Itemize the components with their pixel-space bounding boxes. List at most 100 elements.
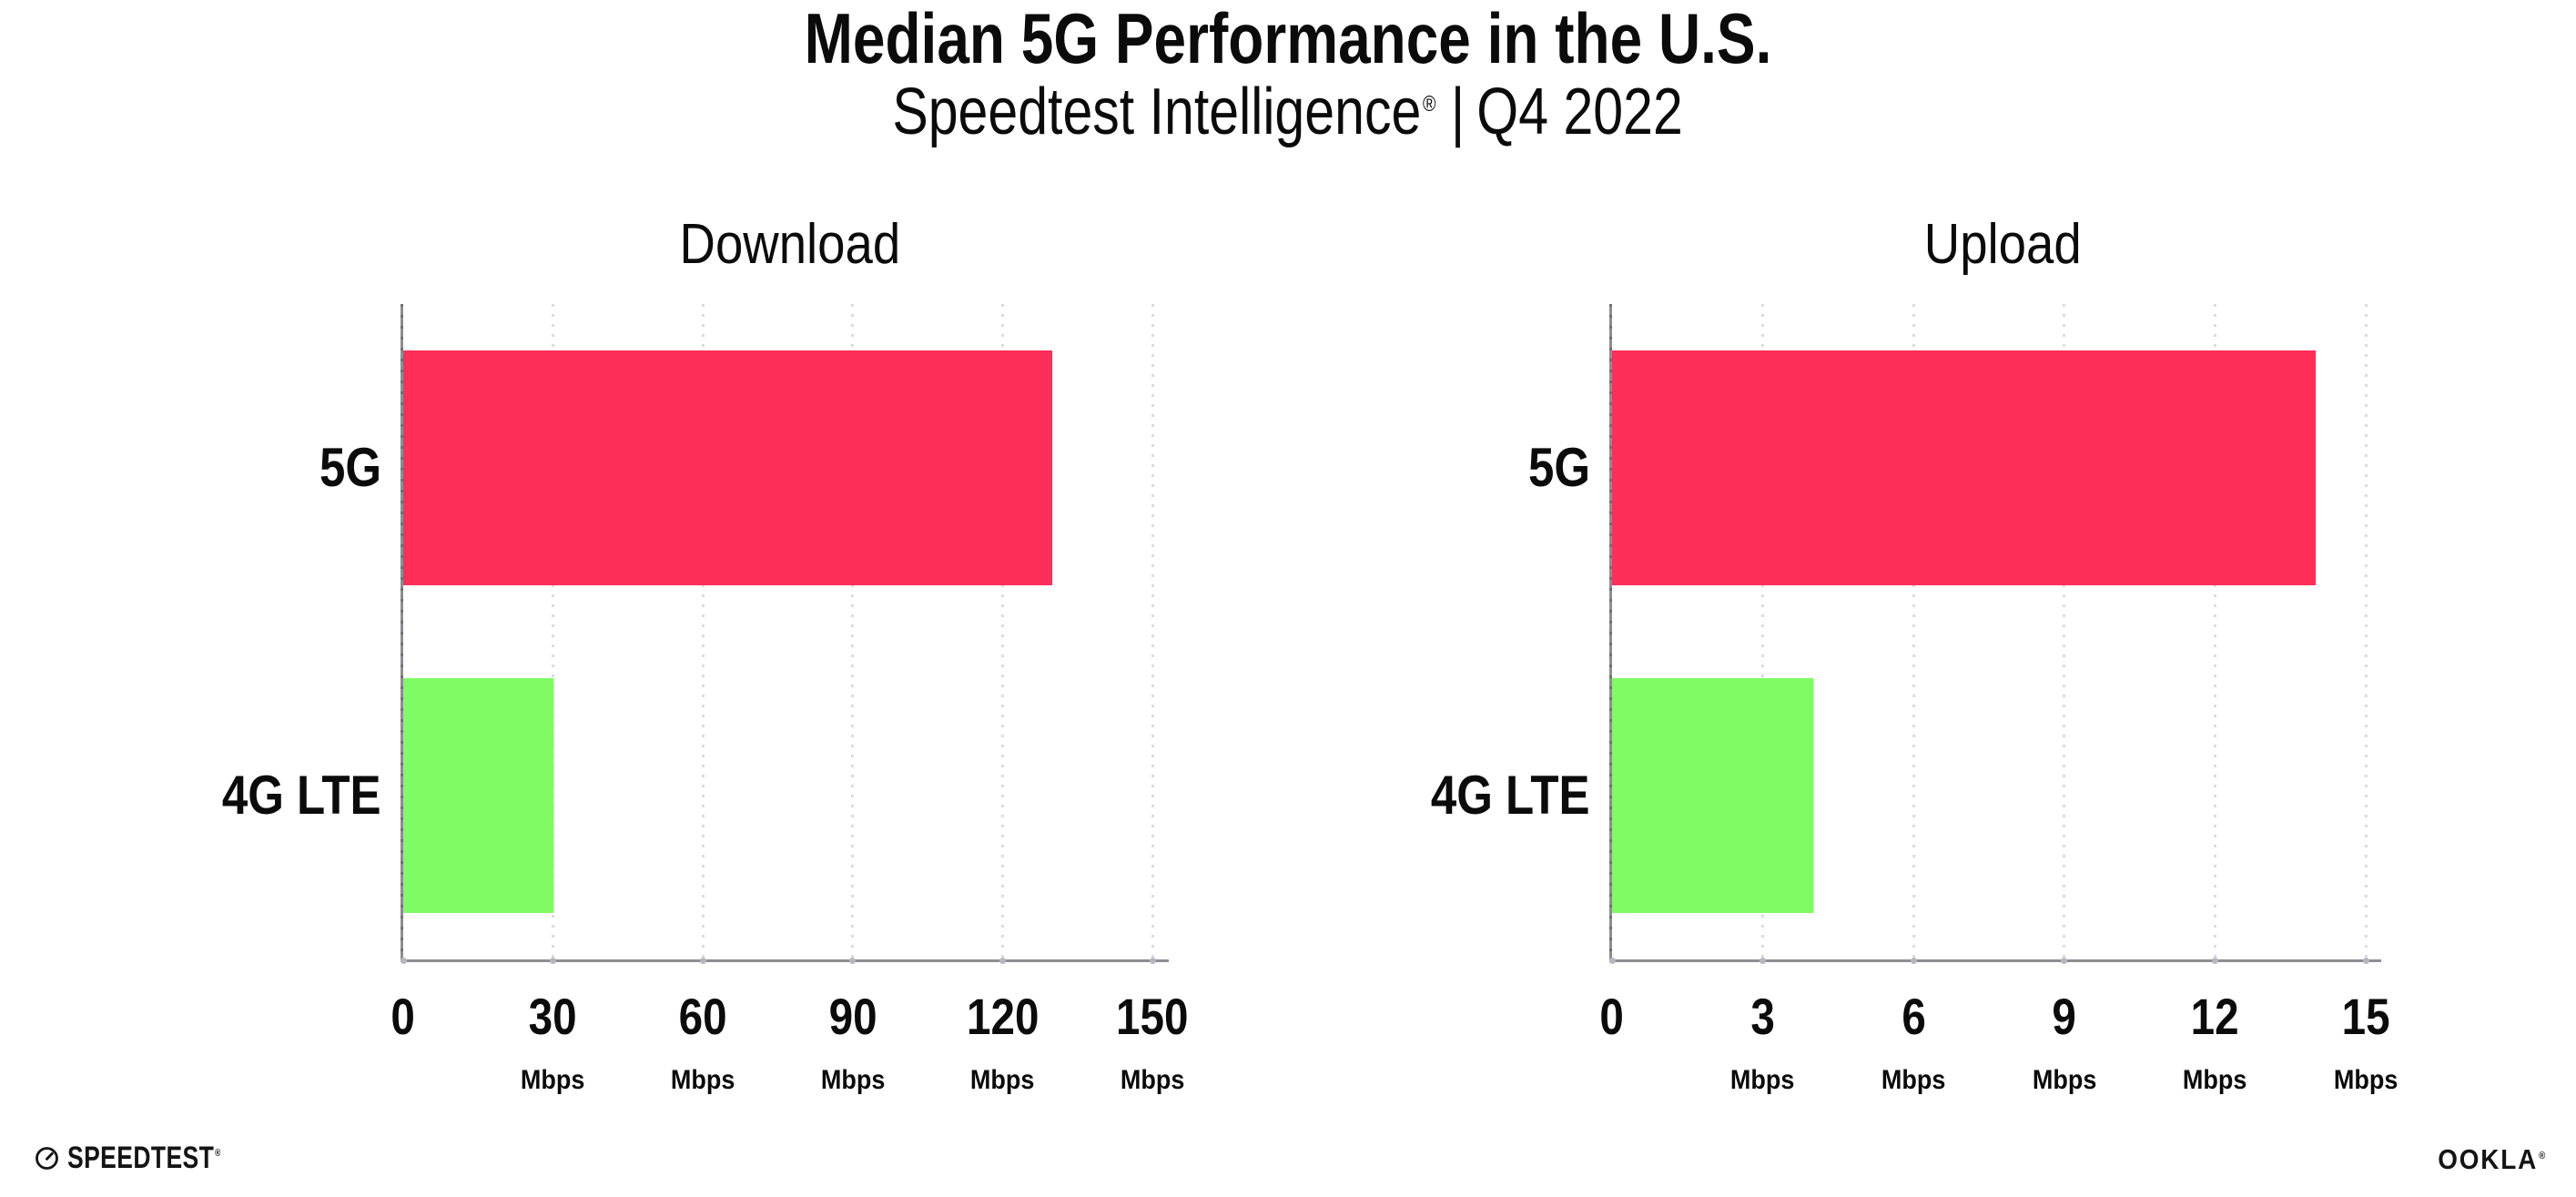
- download-x-axis-tick-120: [999, 958, 1006, 964]
- x-tick-unit-text: Mbps: [970, 1065, 1035, 1095]
- upload-x-axis: [1609, 959, 2381, 962]
- download-x-tick-unit-60: Mbps: [593, 1065, 812, 1096]
- x-tick-label-text: 9: [2052, 988, 2077, 1045]
- x-tick-label-text: 3: [1750, 988, 1775, 1045]
- page-title: Median 5G Performance in the U.S.: [0, 0, 2576, 78]
- download-gridline-30: [552, 304, 555, 959]
- download-chart-title-text: Download: [679, 213, 901, 276]
- download-x-tick-label-150: 150: [1043, 989, 1262, 1045]
- x-tick-label-text: 6: [1901, 988, 1926, 1045]
- x-tick-unit-text: Mbps: [820, 1065, 886, 1095]
- ookla-registered-mark: ®: [2538, 1150, 2547, 1161]
- category-label-text: 5G: [1527, 437, 1590, 498]
- download-x-axis-tick-30: [550, 958, 557, 964]
- upload-x-tick-unit-12: Mbps: [2105, 1065, 2324, 1096]
- download-category-label-4g-lte: 4G LTE: [90, 759, 381, 832]
- upload-x-tick-label-12: 12: [2105, 989, 2324, 1045]
- x-tick-unit-text: Mbps: [1881, 1065, 1946, 1095]
- download-x-axis-tick-150: [1149, 958, 1156, 964]
- download-x-tick-label-60: 60: [593, 989, 812, 1045]
- x-tick-label-text: 0: [390, 988, 416, 1045]
- download-gridline-60: [701, 304, 705, 959]
- download-x-tick-label-120: 120: [893, 989, 1111, 1045]
- download-x-axis-tick-60: [699, 958, 706, 964]
- upload-gridline-3: [1761, 304, 1765, 959]
- download-x-axis-tick-0: [400, 958, 407, 964]
- upload-x-axis-tick-6: [1910, 958, 1917, 964]
- upload-y-axis: [1609, 304, 1612, 961]
- upload-x-tick-unit-15: Mbps: [2257, 1065, 2475, 1096]
- upload-x-axis-tick-9: [2061, 958, 2068, 964]
- download-gridline-90: [851, 304, 855, 959]
- download-x-tick-unit-150: Mbps: [1043, 1065, 1262, 1096]
- upload-x-tick-unit-3: Mbps: [1654, 1065, 1872, 1096]
- upload-category-label-5g: 5G: [1299, 431, 1590, 504]
- upload-x-axis-tick-15: [2362, 958, 2369, 964]
- x-tick-unit-text: Mbps: [2032, 1065, 2097, 1095]
- upload-bar-5g: [1612, 350, 2316, 585]
- page-subtitle: Speedtest Intelligence® | Q4 2022: [0, 76, 2576, 148]
- upload-x-tick-label-6: 6: [1804, 989, 2023, 1045]
- x-tick-unit-text: Mbps: [521, 1065, 585, 1095]
- x-tick-unit-text: Mbps: [1120, 1065, 1185, 1095]
- upload-x-tick-label-9: 9: [1955, 989, 2174, 1045]
- x-tick-unit-text: Mbps: [2333, 1065, 2399, 1095]
- upload-x-axis-tick-0: [1608, 958, 1616, 964]
- speedtest-registered-mark: ®: [214, 1148, 221, 1160]
- upload-bar-4g-lte: [1612, 678, 1813, 913]
- upload-x-tick-unit-9: Mbps: [1955, 1065, 2174, 1096]
- page-title-text: Median 5G Performance in the U.S.: [804, 0, 1772, 78]
- download-bar-5g: [403, 350, 1053, 585]
- upload-x-tick-label-3: 3: [1654, 989, 1872, 1045]
- subtitle-separator: |: [1451, 76, 1465, 148]
- category-label-text: 5G: [319, 437, 381, 498]
- download-gridline-120: [1000, 304, 1004, 959]
- ookla-wordmark: OOKLA®: [2438, 1143, 2547, 1175]
- upload-gridline-12: [2213, 304, 2216, 959]
- registered-trademark-mark: ®: [1423, 92, 1436, 117]
- upload-chart-title: Upload: [1684, 217, 2321, 273]
- speedtest-wordmark: SPEEDTEST®: [67, 1140, 221, 1175]
- download-gridline-150: [1151, 304, 1154, 959]
- x-tick-label-text: 120: [966, 988, 1040, 1045]
- download-x-tick-label-0: 0: [294, 989, 512, 1045]
- category-label-text: 4G LTE: [1431, 765, 1590, 826]
- x-tick-label-text: 30: [529, 988, 578, 1045]
- upload-gridline-9: [2063, 304, 2066, 959]
- subtitle-brand: Speedtest Intelligence: [892, 76, 1422, 148]
- download-y-axis: [401, 304, 403, 961]
- upload-chart-title-text: Upload: [1923, 213, 2082, 276]
- ookla-logo: OOKLA®: [2426, 1143, 2547, 1176]
- subtitle-period: Q4 2022: [1476, 76, 1684, 148]
- download-category-label-5g: 5G: [90, 431, 381, 504]
- download-x-axis-tick-90: [849, 958, 857, 964]
- upload-x-tick-label-15: 15: [2257, 989, 2475, 1045]
- x-tick-unit-text: Mbps: [2183, 1065, 2247, 1095]
- x-tick-unit-text: Mbps: [1730, 1065, 1795, 1095]
- download-x-tick-label-90: 90: [744, 989, 962, 1045]
- upload-x-axis-tick-12: [2211, 958, 2218, 964]
- upload-gridline-15: [2364, 304, 2368, 959]
- x-tick-label-text: 0: [1599, 988, 1625, 1045]
- category-label-text: 4G LTE: [222, 765, 381, 826]
- upload-gridline-6: [1912, 304, 1915, 959]
- speedtest-logo: SPEEDTEST®: [35, 1140, 264, 1176]
- download-x-tick-unit-30: Mbps: [444, 1065, 663, 1096]
- download-bar-4g-lte: [403, 678, 553, 913]
- download-x-tick-label-30: 30: [444, 989, 663, 1045]
- x-tick-label-text: 15: [2341, 988, 2390, 1045]
- gauge-icon: [35, 1146, 58, 1170]
- x-tick-label-text: 12: [2190, 988, 2239, 1045]
- x-tick-label-text: 60: [678, 988, 727, 1045]
- upload-x-tick-unit-6: Mbps: [1804, 1065, 2023, 1096]
- download-x-tick-unit-90: Mbps: [744, 1065, 962, 1096]
- upload-x-axis-tick-3: [1760, 958, 1767, 964]
- download-chart-title: Download: [472, 217, 1109, 273]
- upload-x-tick-label-0: 0: [1503, 989, 1721, 1045]
- upload-category-label-4g-lte: 4G LTE: [1299, 759, 1590, 832]
- x-tick-label-text: 90: [828, 988, 877, 1045]
- download-x-axis: [401, 959, 1169, 962]
- x-tick-label-text: 150: [1116, 988, 1189, 1045]
- download-x-tick-unit-120: Mbps: [893, 1065, 1111, 1096]
